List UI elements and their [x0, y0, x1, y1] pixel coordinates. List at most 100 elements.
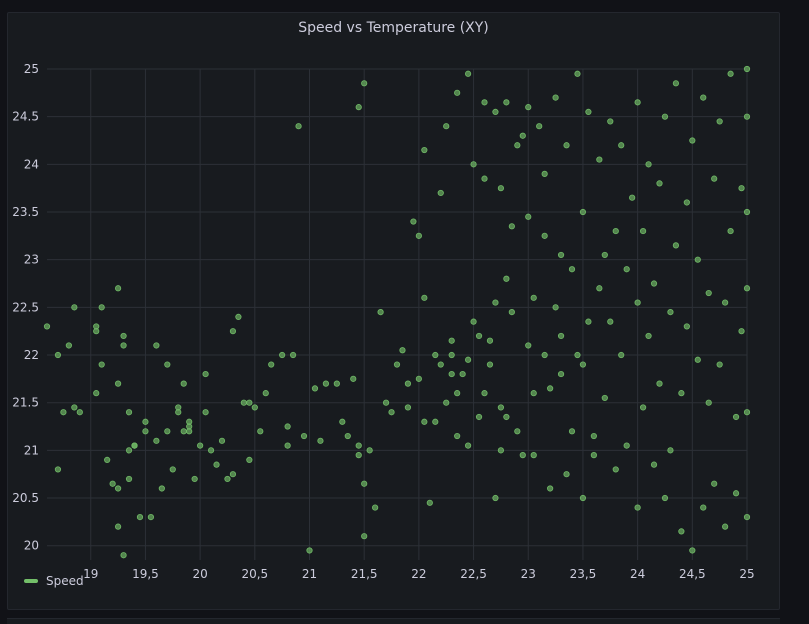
data-point	[284, 423, 291, 430]
data-point	[109, 480, 116, 487]
data-point	[732, 490, 740, 497]
data-point	[563, 142, 570, 149]
data-point	[486, 337, 494, 344]
data-point	[700, 504, 707, 511]
data-point	[153, 342, 160, 349]
data-point	[639, 404, 647, 411]
data-point	[421, 418, 428, 425]
data-point	[492, 299, 499, 306]
data-point	[743, 113, 751, 120]
data-point	[333, 380, 340, 387]
data-point	[634, 504, 641, 511]
y-tick-label: 20.5	[12, 491, 39, 505]
data-point	[552, 304, 559, 311]
y-tick-label: 24	[24, 157, 39, 171]
data-point	[694, 256, 701, 263]
data-point	[448, 337, 455, 344]
data-point	[317, 437, 324, 444]
data-point	[590, 432, 597, 440]
data-point	[481, 390, 488, 397]
legend[interactable]: Speed	[24, 574, 84, 588]
data-point	[557, 251, 565, 259]
x-tick-label: 20	[192, 567, 207, 581]
data-point	[464, 442, 472, 449]
y-tick-label: 21.5	[12, 396, 39, 410]
data-point	[694, 356, 701, 363]
x-tick-label: 22	[411, 567, 426, 581]
data-point	[743, 513, 751, 521]
data-point	[71, 304, 78, 311]
x-tick-label: 21,5	[351, 567, 378, 581]
data-point	[388, 409, 395, 416]
y-tick-label: 22.5	[12, 300, 39, 314]
data-point	[246, 399, 253, 406]
data-point	[76, 409, 83, 416]
data-point	[645, 332, 652, 340]
data-point	[547, 385, 554, 392]
data-point	[743, 409, 751, 416]
data-point	[689, 137, 696, 144]
data-point	[366, 447, 373, 454]
data-point	[60, 409, 67, 416]
data-point	[607, 318, 614, 325]
data-point	[743, 285, 751, 292]
data-point	[399, 347, 406, 354]
chart-panel: Speed vs Temperature (XY)	[7, 12, 780, 610]
data-point	[590, 452, 597, 459]
data-point	[393, 361, 401, 368]
data-point	[295, 123, 302, 130]
data-point	[311, 385, 319, 392]
data-point	[158, 485, 165, 492]
data-point	[497, 447, 505, 454]
data-point	[503, 413, 510, 421]
data-point	[700, 94, 707, 101]
y-tick-label: 23.5	[12, 205, 39, 219]
data-point	[470, 318, 477, 325]
data-point	[322, 380, 330, 387]
data-point	[164, 361, 171, 368]
data-point	[650, 461, 658, 468]
data-point	[169, 466, 176, 473]
data-point	[514, 428, 521, 435]
data-point	[568, 266, 576, 273]
data-point	[574, 70, 581, 77]
data-point	[459, 370, 466, 378]
data-point	[361, 80, 368, 87]
data-point	[355, 104, 362, 111]
data-point	[596, 285, 603, 292]
data-point	[541, 351, 548, 359]
data-point	[672, 80, 680, 87]
data-point	[667, 309, 674, 316]
data-point	[508, 223, 515, 230]
data-point	[656, 180, 663, 187]
data-point	[612, 466, 619, 473]
data-point	[514, 142, 521, 149]
data-point	[678, 528, 685, 535]
data-point	[464, 356, 472, 363]
data-point	[618, 351, 625, 359]
data-point	[432, 418, 439, 425]
data-point	[743, 65, 751, 73]
data-point	[142, 428, 149, 435]
data-point	[372, 504, 379, 511]
data-point	[650, 280, 658, 287]
data-point	[147, 513, 155, 521]
data-point	[705, 289, 712, 297]
data-point	[623, 266, 630, 273]
data-point	[612, 227, 619, 235]
data-point	[738, 328, 745, 335]
data-point	[426, 499, 433, 506]
y-tick-label: 22	[24, 348, 39, 362]
data-point	[448, 370, 455, 378]
data-point	[404, 380, 412, 387]
data-point	[268, 361, 275, 368]
data-point	[224, 475, 231, 483]
data-point	[114, 380, 122, 387]
data-point	[557, 370, 565, 378]
data-point	[464, 70, 472, 77]
data-point	[557, 332, 565, 340]
data-point	[339, 418, 346, 425]
data-point	[623, 442, 630, 449]
data-point	[114, 485, 122, 492]
data-point	[601, 251, 608, 259]
